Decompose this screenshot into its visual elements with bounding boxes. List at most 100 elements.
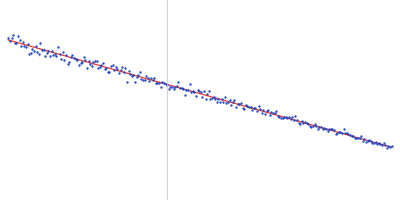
Point bbox=[85, 60, 92, 63]
Point bbox=[246, 105, 252, 108]
Point bbox=[361, 137, 368, 140]
Point bbox=[142, 78, 148, 81]
Point bbox=[134, 75, 140, 78]
Point bbox=[119, 65, 126, 68]
Point bbox=[151, 76, 158, 79]
Point bbox=[50, 53, 56, 57]
Point bbox=[265, 109, 271, 112]
Point bbox=[92, 59, 98, 62]
Point bbox=[140, 79, 146, 82]
Point bbox=[366, 138, 372, 141]
Point bbox=[291, 119, 297, 122]
Point bbox=[201, 90, 207, 93]
Point bbox=[271, 111, 278, 114]
Point bbox=[358, 134, 364, 138]
Point bbox=[52, 53, 58, 56]
Point bbox=[289, 115, 296, 118]
Point bbox=[340, 127, 347, 130]
Point bbox=[95, 67, 101, 70]
Point bbox=[130, 73, 137, 76]
Point bbox=[234, 102, 241, 105]
Point bbox=[360, 140, 366, 143]
Point bbox=[231, 99, 238, 102]
Point bbox=[77, 61, 84, 64]
Point bbox=[304, 121, 310, 124]
Point bbox=[356, 137, 363, 140]
Point bbox=[324, 129, 331, 133]
Point bbox=[268, 110, 274, 113]
Point bbox=[18, 44, 24, 47]
Point bbox=[225, 101, 231, 104]
Point bbox=[71, 56, 77, 59]
Point bbox=[26, 52, 32, 55]
Point bbox=[328, 128, 334, 131]
Point bbox=[215, 97, 222, 100]
Point bbox=[118, 69, 124, 72]
Point bbox=[286, 115, 292, 119]
Point bbox=[374, 142, 380, 146]
Point bbox=[44, 51, 50, 55]
Point bbox=[186, 82, 193, 86]
Point bbox=[90, 60, 96, 63]
Point bbox=[72, 58, 79, 61]
Point bbox=[129, 74, 135, 77]
Point bbox=[331, 128, 337, 131]
Point bbox=[36, 53, 42, 56]
Point bbox=[368, 140, 374, 143]
Point bbox=[193, 94, 199, 97]
Point bbox=[284, 116, 291, 119]
Point bbox=[40, 48, 47, 51]
Point bbox=[93, 60, 100, 63]
Point bbox=[310, 124, 316, 128]
Point bbox=[127, 72, 134, 75]
Point bbox=[345, 132, 352, 136]
Point bbox=[288, 117, 294, 121]
Point bbox=[175, 81, 182, 84]
Point bbox=[182, 93, 188, 96]
Point bbox=[185, 89, 191, 92]
Point bbox=[315, 127, 321, 130]
Point bbox=[10, 33, 16, 36]
Point bbox=[364, 139, 371, 143]
Point bbox=[145, 76, 151, 80]
Point bbox=[217, 100, 223, 103]
Point bbox=[150, 78, 156, 82]
Point bbox=[16, 38, 23, 41]
Point bbox=[146, 80, 153, 83]
Point bbox=[363, 140, 369, 144]
Point bbox=[66, 61, 72, 64]
Point bbox=[320, 128, 326, 131]
Point bbox=[321, 127, 328, 130]
Point bbox=[101, 67, 108, 70]
Point bbox=[194, 88, 201, 92]
Point bbox=[104, 70, 111, 73]
Point bbox=[334, 132, 340, 135]
Point bbox=[296, 121, 302, 124]
Point bbox=[180, 88, 186, 91]
Point bbox=[226, 98, 233, 102]
Point bbox=[56, 53, 63, 56]
Point bbox=[387, 146, 393, 149]
Point bbox=[299, 120, 305, 123]
Point bbox=[159, 81, 166, 84]
Point bbox=[108, 64, 114, 68]
Point bbox=[39, 49, 45, 52]
Point bbox=[161, 81, 167, 84]
Point bbox=[236, 102, 242, 106]
Point bbox=[294, 118, 300, 121]
Point bbox=[169, 85, 175, 88]
Point bbox=[339, 131, 345, 134]
Point bbox=[250, 107, 257, 110]
Point bbox=[153, 82, 159, 85]
Point bbox=[329, 128, 336, 131]
Point bbox=[34, 50, 40, 53]
Point bbox=[178, 86, 185, 89]
Point bbox=[241, 107, 247, 111]
Point bbox=[7, 39, 13, 43]
Point bbox=[69, 54, 76, 57]
Point bbox=[196, 90, 202, 93]
Point bbox=[32, 45, 39, 48]
Point bbox=[323, 127, 329, 130]
Point bbox=[273, 110, 279, 113]
Point bbox=[202, 97, 209, 100]
